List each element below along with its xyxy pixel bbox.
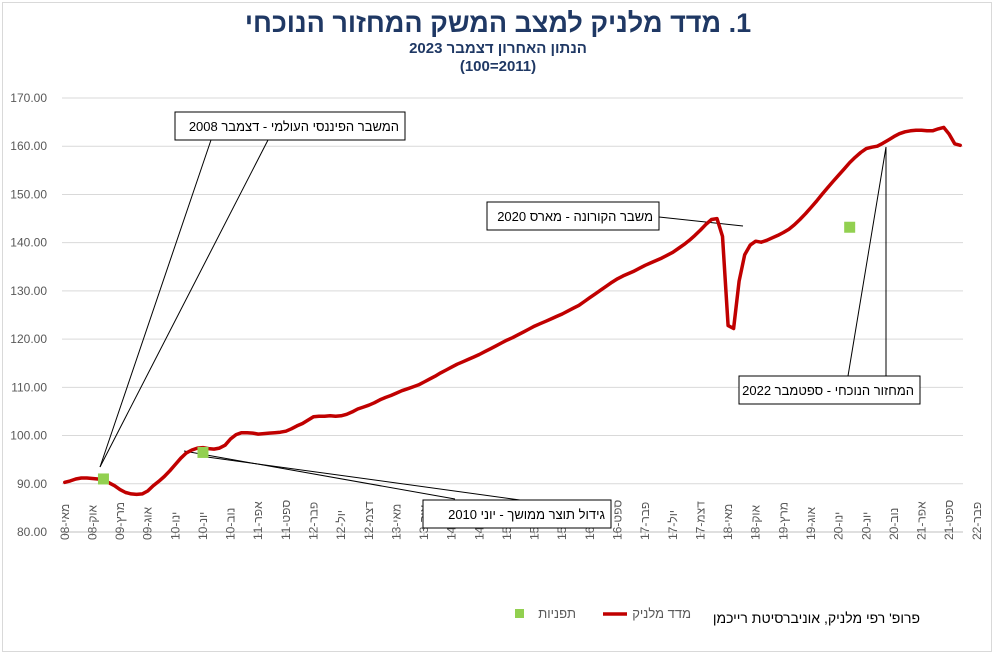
x-tick-label: אוק-18 xyxy=(749,504,763,540)
x-tick-label: מרץ-09 xyxy=(113,502,127,540)
y-tick-label: 170.00 xyxy=(10,91,47,105)
turning-point-marker xyxy=(97,473,109,485)
chart-subtitle: הנתון האחרון דצמבר 2023 xyxy=(409,40,587,57)
annotation-leader-line xyxy=(99,139,212,468)
y-tick-label: 140.00 xyxy=(10,236,47,250)
chart-base-note: (100=2011) xyxy=(459,58,537,75)
x-tick-label: יול-12 xyxy=(334,510,348,540)
x-tick-label: ספט-21 xyxy=(942,500,956,540)
annotation-text: משבר הקורונה - מארס 2020 xyxy=(497,209,653,224)
annotation-box xyxy=(486,201,660,231)
series-line-melnick-index xyxy=(63,125,962,497)
x-tick-label: דצמ-17 xyxy=(693,501,707,540)
y-tick-label: 150.00 xyxy=(10,187,47,201)
annotation-box xyxy=(174,111,406,141)
annotation-leader-line xyxy=(847,146,887,377)
chart-title: 1. מדד מלניק למצב המשק המחזור הנוכחי xyxy=(244,8,752,38)
y-tick-label: 120.00 xyxy=(10,332,47,346)
x-tick-label: אפר-11 xyxy=(251,501,265,540)
credit-text: פרופ' רפי מלניק, אוניברסיטת רייכמן xyxy=(712,610,920,626)
x-tick-label: מרץ-19 xyxy=(776,502,790,540)
legend-label-index: מדד מלניק xyxy=(632,606,691,621)
x-tick-label: אוג-09 xyxy=(141,506,155,540)
annotation-leader-line xyxy=(99,139,269,468)
x-tick-label: פבר-12 xyxy=(307,502,321,540)
x-tick-label: פבר-17 xyxy=(638,502,652,540)
x-tick-label: אוק-08 xyxy=(85,504,99,540)
x-tick-label: יול-17 xyxy=(666,510,680,540)
legend-label-turning-points: תפניות xyxy=(538,606,576,621)
annotation-box xyxy=(422,499,612,529)
x-tick-label: נוב-20 xyxy=(887,508,901,540)
x-tick-label: פבר-22 xyxy=(970,502,984,540)
annotation-text: המשבר הפיננסי העולמי - דצמבר 2008 xyxy=(189,119,399,134)
x-tick-label: ספט-16 xyxy=(611,500,625,540)
y-tick-label: 160.00 xyxy=(10,139,47,153)
x-tick-label: ספט-11 xyxy=(279,500,293,540)
x-tick-label: מאי-13 xyxy=(389,504,403,540)
x-tick-label: דצמ-12 xyxy=(362,501,376,540)
y-tick-label: 130.00 xyxy=(10,284,47,298)
x-tick-label: נוב-10 xyxy=(224,508,238,540)
y-tick-label: 90.00 xyxy=(17,477,47,491)
turning-point-marker xyxy=(197,446,209,458)
annotation-text: המחזור הנוכחי - ספטמבר 2022 xyxy=(742,383,914,398)
annotation-text: גידול תוצר ממושך - יוני 2010 xyxy=(448,507,605,522)
annotation-leader-line xyxy=(206,456,521,501)
legend-marker-turning-points xyxy=(515,609,524,618)
annotation-box xyxy=(738,375,921,405)
x-tick-label: ינו-10 xyxy=(168,512,182,540)
x-tick-label: מאי-18 xyxy=(721,504,735,540)
x-tick-label: יונ-20 xyxy=(859,512,873,540)
x-tick-label: אפר-21 xyxy=(915,501,929,540)
annotation-leader-line xyxy=(183,450,456,500)
x-tick-label: ינו-20 xyxy=(832,512,846,540)
x-tick-label: יונ-10 xyxy=(196,512,210,540)
y-tick-label: 100.00 xyxy=(10,429,47,443)
y-tick-label: 110.00 xyxy=(11,380,47,394)
turning-point-marker xyxy=(844,221,856,233)
annotation-leader-line xyxy=(658,216,744,227)
x-tick-label: אוג-19 xyxy=(804,506,818,540)
x-tick-label: מאי-08 xyxy=(58,504,72,540)
y-tick-label: 80.00 xyxy=(17,525,47,539)
